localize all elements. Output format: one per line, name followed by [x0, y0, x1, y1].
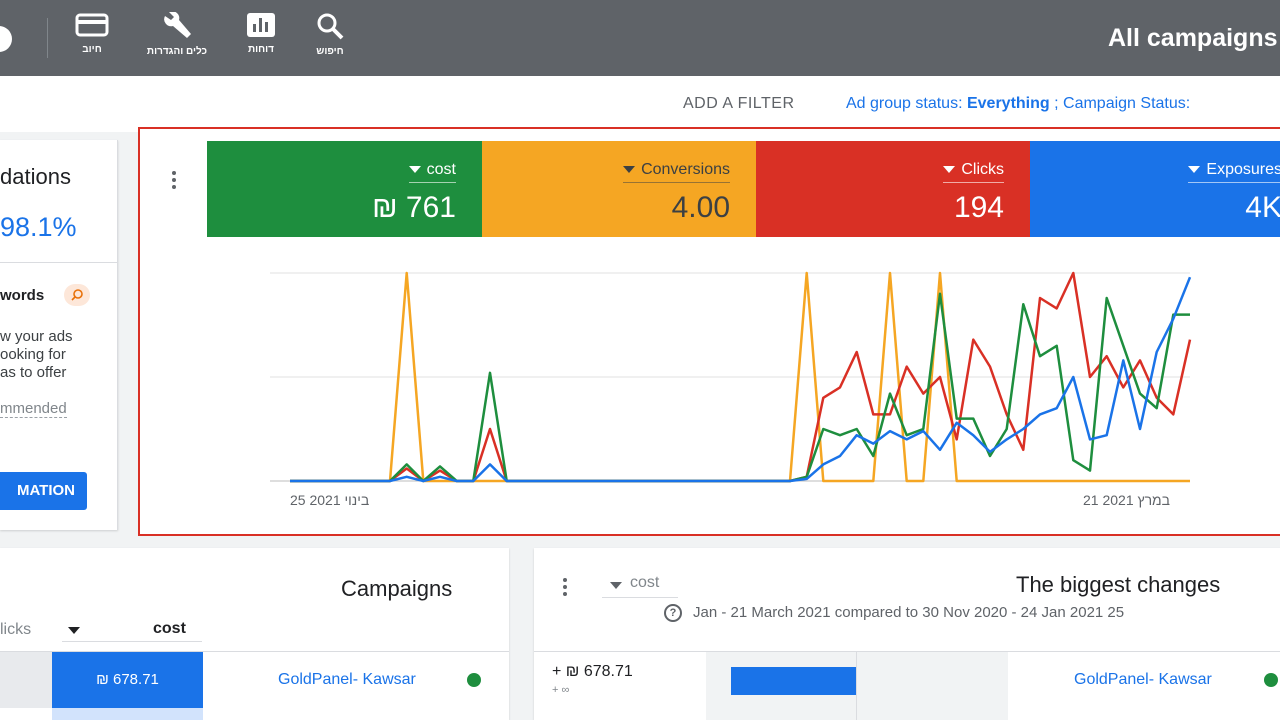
top-toolbar: חיוב כלים והגדרות דוחות חיפוש All campai…	[0, 0, 1280, 76]
filter-bar: ADD A FILTER Ad group status: Everything…	[0, 76, 1280, 132]
campaign-link[interactable]: GoldPanel- Kawsar	[1074, 671, 1212, 688]
change-value: + ₪ 678.71	[552, 663, 633, 680]
desc-line: w your ads	[0, 328, 73, 345]
chevron-down-icon	[610, 582, 622, 589]
metric-conversions-value: 4.00	[671, 191, 730, 224]
column-header-clicks[interactable]: licks	[0, 621, 32, 638]
performance-chart-card: cost ₪ 761 Conversions 4.00 Clicks 194 E…	[138, 127, 1280, 536]
metric-clicks-value: 194	[953, 191, 1004, 224]
help-icon[interactable]: ?	[664, 604, 682, 622]
series-line-cost	[290, 292, 1190, 483]
x-axis-end-label: 21 במרץ 2021	[1083, 492, 1171, 508]
add-filter-button[interactable]: ADD A FILTER	[683, 95, 795, 112]
metric-conversions-dropdown[interactable]: Conversions	[623, 161, 730, 183]
campaign-link[interactable]: GoldPanel- Kawsar	[278, 671, 416, 688]
ad-group-status-label: Ad group status:	[846, 95, 963, 112]
chart-more-options-icon[interactable]	[171, 171, 177, 192]
metric-exposures-dropdown[interactable]: Exposures	[1188, 161, 1280, 183]
recommended-link[interactable]: mmended	[0, 400, 67, 418]
recommendation-description: w your ads ooking for as to offer	[0, 328, 73, 382]
page-title: All campaigns	[1108, 24, 1278, 52]
active-filters[interactable]: Ad group status: Everything ; Campaign S…	[846, 95, 1190, 113]
tools-settings-label: כלים והגדרות	[146, 46, 208, 57]
toolbar-divider	[47, 18, 48, 58]
change-percent: + ∞	[552, 684, 570, 696]
wrench-icon	[164, 12, 191, 38]
metric-exposures-label: Exposures	[1206, 161, 1280, 178]
changes-more-options-icon[interactable]	[562, 578, 568, 599]
credit-card-icon	[75, 13, 109, 37]
help-circle-icon[interactable]	[0, 26, 12, 52]
chevron-down-icon	[943, 166, 956, 174]
date-comparison: Jan - 21 March 2021 compared to 30 Nov 2…	[693, 604, 1125, 621]
apply-automation-button[interactable]: MATION	[0, 472, 87, 510]
metric-cost-label: cost	[426, 161, 456, 178]
reports-button[interactable]: דוחות	[221, 12, 301, 55]
change-bar-axis	[856, 652, 857, 720]
metric-exposures-value: 4K	[1245, 191, 1280, 224]
ad-group-status-value: Everything	[966, 95, 1050, 112]
recommendations-title: dations	[0, 164, 71, 189]
metric-cost-value: ₪ 761	[372, 191, 456, 224]
billing-button[interactable]: חיוב	[52, 12, 132, 55]
reports-label: דוחות	[247, 44, 275, 55]
table-cell	[52, 708, 203, 720]
metric-clicks-label: Clicks	[961, 161, 1004, 178]
metric-exposures[interactable]: Exposures 4K	[1030, 141, 1280, 237]
desc-line: as to offer	[0, 364, 67, 381]
metric-clicks-dropdown[interactable]: Clicks	[943, 161, 1004, 183]
search-button[interactable]: חיפוש	[290, 12, 370, 57]
x-axis-start-label: 25 בינוי 2021	[290, 492, 370, 508]
line-chart	[270, 271, 1192, 483]
chevron-down-icon	[1188, 166, 1201, 174]
changes-metric-dropdown[interactable]: cost	[602, 574, 678, 598]
metric-cost-dropdown[interactable]: cost	[408, 161, 456, 183]
chevron-down-icon	[408, 166, 421, 174]
changes-metric-label: cost	[630, 574, 660, 591]
metric-conversions-label: Conversions	[641, 161, 730, 178]
row-divider	[0, 651, 509, 652]
change-bar	[731, 667, 856, 695]
campaigns-title: Campaigns	[341, 576, 453, 601]
filter-separator: ;	[1054, 95, 1059, 112]
campaign-status-label: Campaign Status:	[1063, 95, 1191, 112]
row-divider	[534, 651, 1280, 652]
changes-title: The biggest changes	[1016, 572, 1221, 597]
reports-icon	[247, 13, 275, 37]
search-icon	[317, 13, 344, 40]
series-line-exposures	[290, 276, 1192, 483]
column-header-cost[interactable]: cost	[153, 620, 186, 637]
chevron-down-icon	[68, 627, 80, 634]
sort-dropdown[interactable]	[62, 620, 202, 642]
search-label: חיפוש	[316, 46, 344, 57]
recommendation-title: words	[0, 287, 45, 304]
metric-clicks[interactable]: Clicks 194	[756, 141, 1030, 237]
campaigns-card: Campaigns licks cost ₪ 678.71 GoldPanel-…	[0, 548, 509, 720]
cost-cell: ₪ 678.71	[52, 652, 203, 708]
metric-conversions[interactable]: Conversions 4.00	[482, 141, 756, 237]
tools-settings-button[interactable]: כלים והגדרות	[137, 12, 217, 57]
optimization-score: 98.1%	[0, 212, 77, 242]
desc-line: ooking for	[0, 346, 66, 363]
biggest-changes-card: cost The biggest changes ? Jan - 21 Marc…	[534, 548, 1280, 720]
search-keyword-icon	[64, 284, 90, 306]
billing-label: חיוב	[82, 44, 102, 55]
chevron-down-icon	[623, 166, 636, 174]
table-cell	[0, 652, 52, 708]
status-enabled-icon	[1264, 673, 1278, 687]
recommendations-card: dations 98.1% words w your ads ooking fo…	[0, 140, 118, 530]
divider	[0, 262, 117, 263]
status-enabled-icon	[467, 673, 481, 687]
metric-cost[interactable]: cost ₪ 761	[207, 141, 482, 237]
